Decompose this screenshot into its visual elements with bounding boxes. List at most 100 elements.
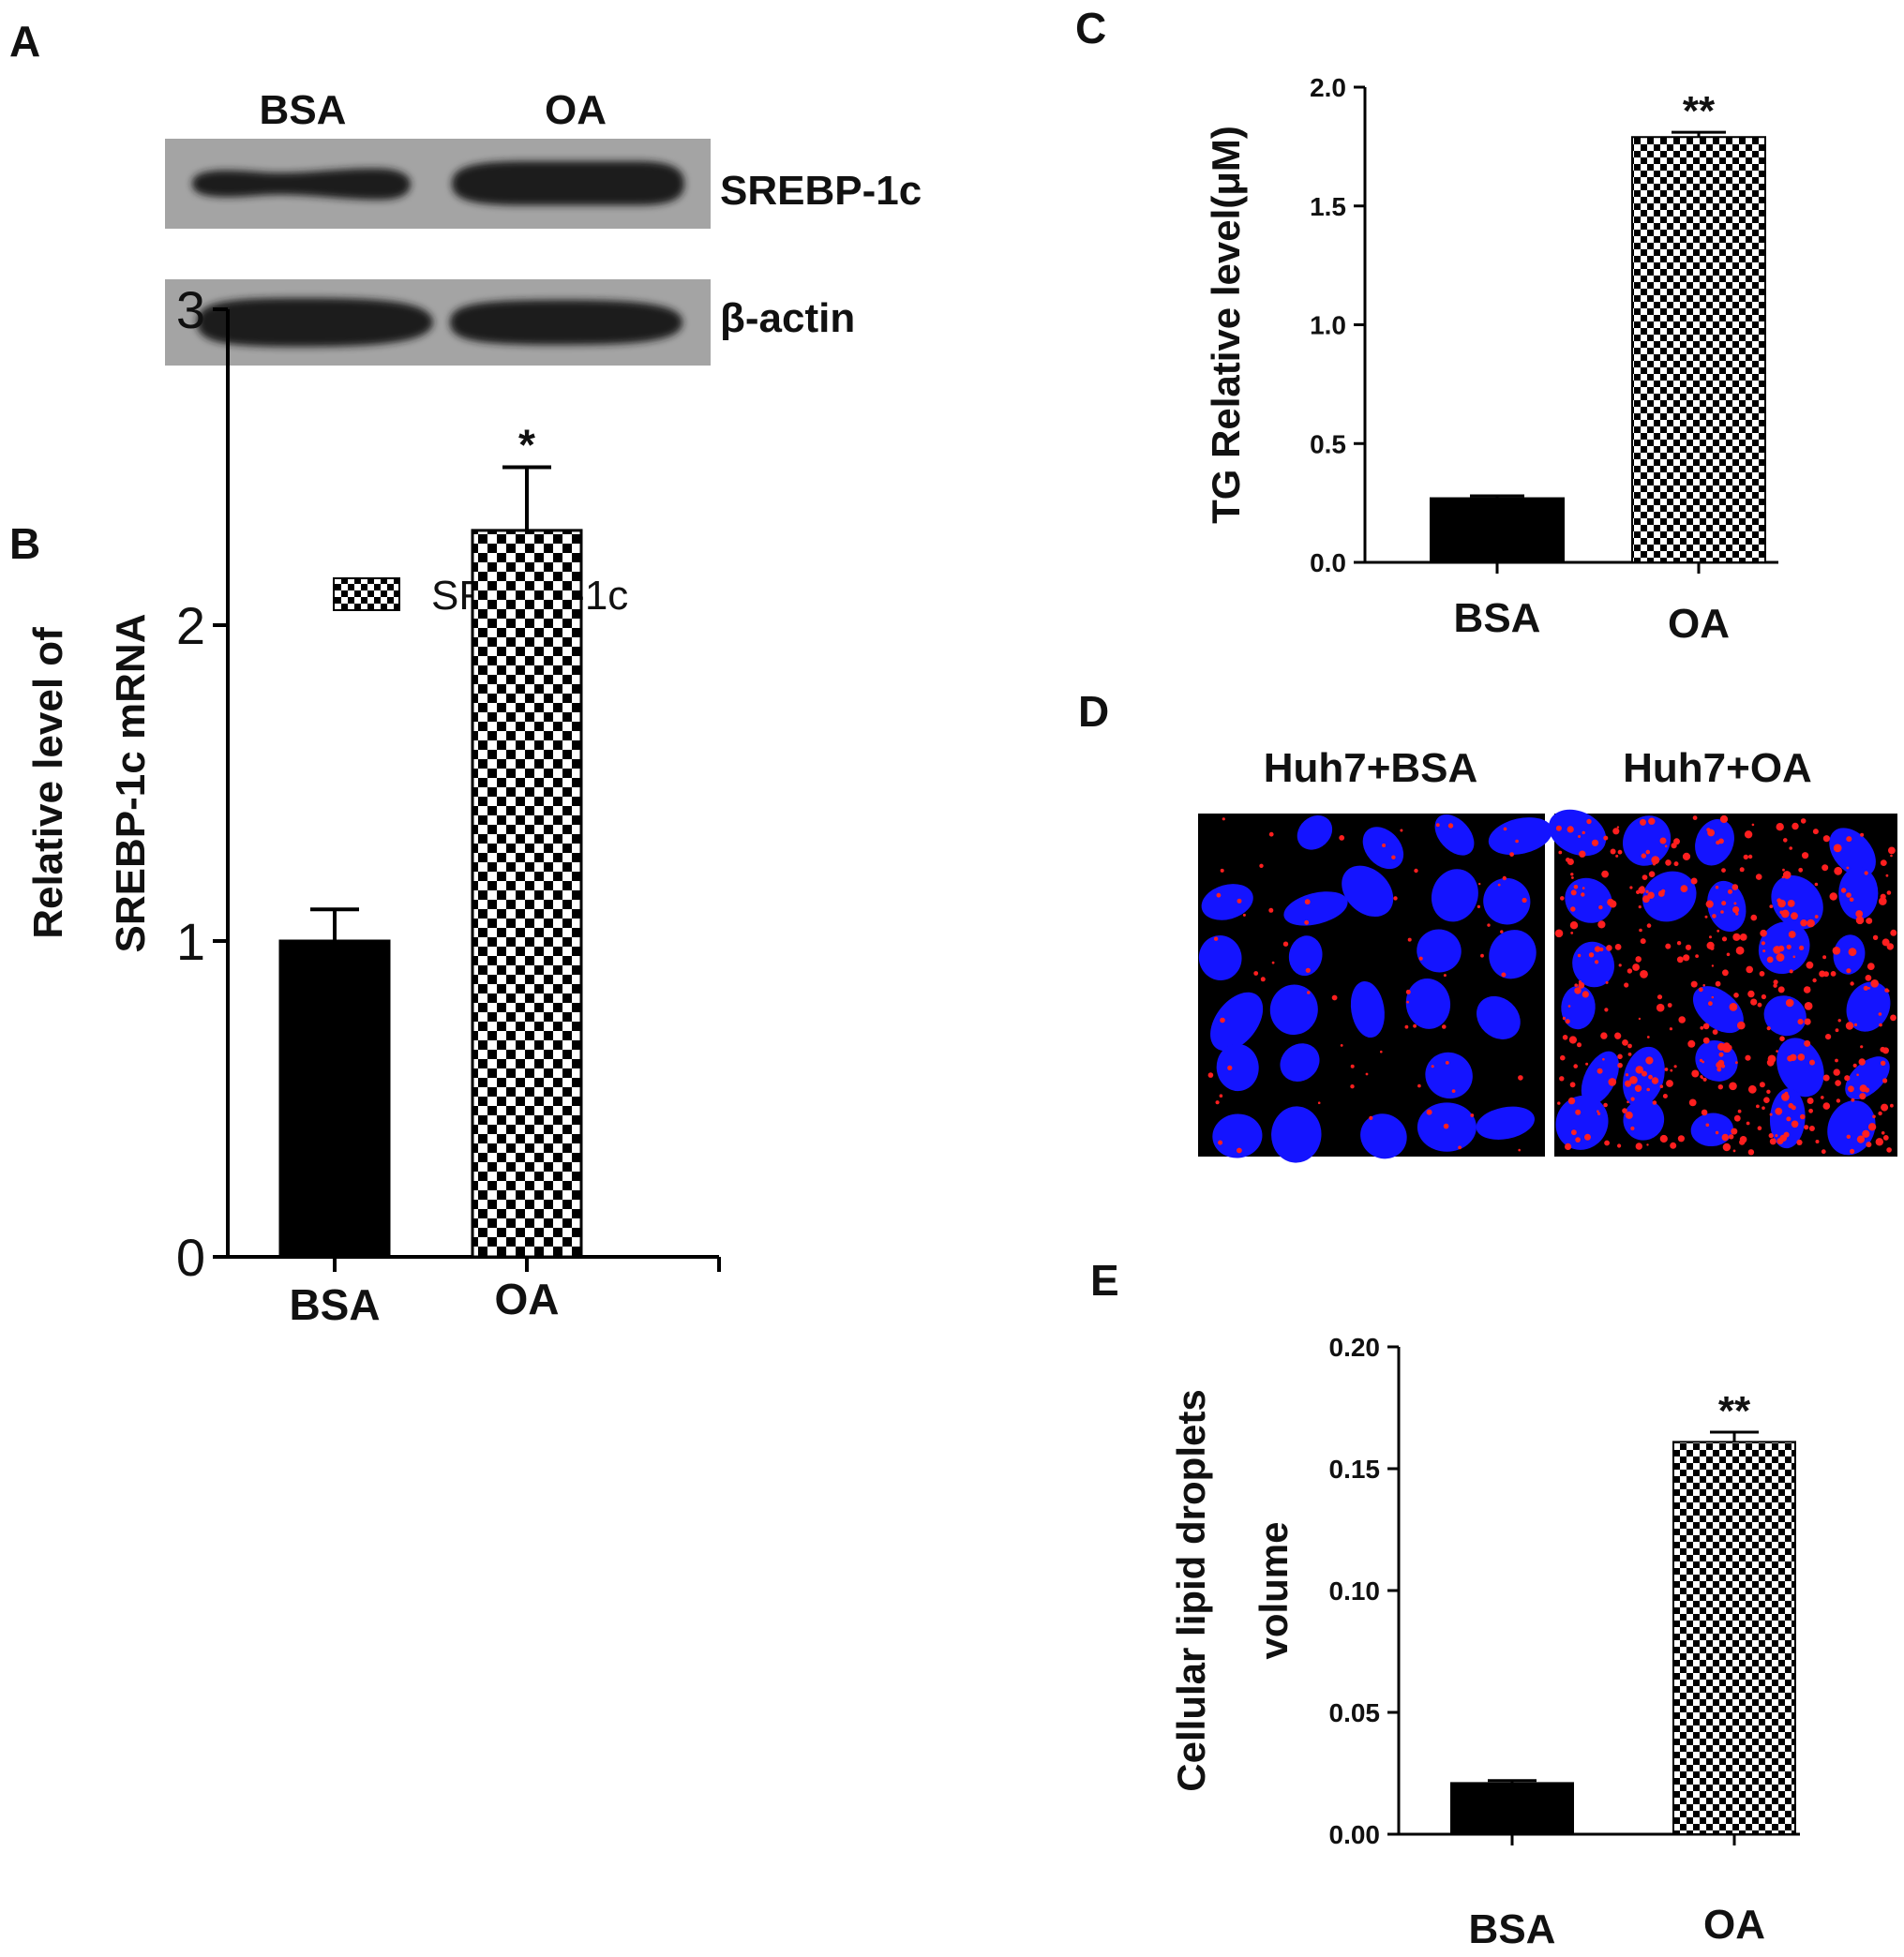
nucleus bbox=[1488, 817, 1552, 856]
chart-c-bar-oa bbox=[1631, 136, 1766, 564]
lipid-droplet bbox=[1846, 892, 1852, 898]
lipid-droplet bbox=[1773, 983, 1777, 988]
nucleus bbox=[1833, 934, 1866, 975]
lipid-droplet bbox=[1761, 993, 1766, 1000]
lipid-droplet bbox=[1746, 965, 1753, 974]
chart-e-y-axis-label: volume bbox=[1252, 1521, 1296, 1659]
lipid-droplet bbox=[1426, 1109, 1432, 1115]
lipid-droplet bbox=[1807, 919, 1815, 928]
lipid-droplet bbox=[1690, 980, 1698, 988]
micrograph-bsa bbox=[1198, 814, 1552, 1163]
lipid-droplet bbox=[1413, 1023, 1417, 1028]
lipid-droplet bbox=[1570, 932, 1574, 934]
lipid-droplet bbox=[1711, 964, 1715, 967]
lipid-droplet bbox=[1733, 902, 1737, 905]
lipid-droplet bbox=[1645, 889, 1649, 893]
lipid-droplet bbox=[1822, 1074, 1830, 1082]
chart-e: 0.00 0.05 0.10 0.15 0.20 BSA OA ** Cellular lipi… bbox=[1169, 1333, 1800, 1952]
lipid-droplet bbox=[1636, 889, 1641, 895]
lipid-droplet bbox=[1722, 969, 1729, 977]
nucleus bbox=[1434, 814, 1475, 856]
lipid-droplet bbox=[1651, 1077, 1659, 1084]
lipid-droplet bbox=[1405, 989, 1411, 994]
lipid-droplet bbox=[1307, 991, 1311, 994]
lipid-droplet bbox=[1509, 852, 1514, 857]
lipid-droplet bbox=[1830, 971, 1837, 977]
lipid-droplet bbox=[1782, 868, 1785, 872]
chart-e-y-tick-label: 0.00 bbox=[1329, 1820, 1381, 1849]
lipid-droplet bbox=[1766, 1026, 1771, 1031]
lipid-droplet bbox=[1812, 829, 1819, 835]
lipid-droplet bbox=[1739, 867, 1745, 873]
lipid-droplet bbox=[1757, 1002, 1762, 1008]
lipid-droplet bbox=[1835, 1058, 1838, 1063]
lipid-droplet bbox=[1614, 944, 1622, 950]
lipid-droplet bbox=[1702, 1037, 1710, 1044]
lipid-droplet bbox=[1840, 888, 1847, 893]
lipid-droplet bbox=[1890, 1103, 1894, 1108]
chart-b-y-tick-label: 3 bbox=[176, 280, 205, 339]
lipid-droplet bbox=[1690, 877, 1698, 885]
chart-c-y-tick-label: 1.5 bbox=[1310, 192, 1346, 221]
lipid-droplet bbox=[1645, 1056, 1654, 1065]
lipid-droplet bbox=[1622, 1108, 1627, 1113]
lipid-droplet bbox=[1635, 1066, 1643, 1074]
lipid-droplet bbox=[1638, 887, 1645, 894]
lipid-droplet bbox=[1852, 1063, 1857, 1068]
chart-b-legend-swatch bbox=[333, 577, 400, 611]
lipid-droplet bbox=[1788, 1102, 1794, 1109]
lipid-droplet bbox=[1768, 1133, 1774, 1139]
nucleus bbox=[1642, 871, 1697, 922]
chart-e-bar-oa bbox=[1672, 1441, 1796, 1836]
lipid-droplet bbox=[1685, 944, 1692, 950]
lipid-droplet bbox=[1222, 817, 1225, 821]
lipid-droplet bbox=[1640, 818, 1646, 826]
lipid-droplet bbox=[1717, 1067, 1722, 1072]
lipid-droplet bbox=[1237, 898, 1242, 904]
nucleus bbox=[1425, 1052, 1473, 1099]
lipid-droplet bbox=[1786, 944, 1792, 949]
lipid-droplet bbox=[1470, 1113, 1475, 1117]
lipid-droplet bbox=[1848, 1085, 1854, 1093]
lipid-droplet bbox=[1391, 855, 1396, 859]
lipid-droplet bbox=[1836, 1098, 1841, 1103]
lipid-droplet bbox=[1213, 936, 1219, 941]
lipid-droplet bbox=[1602, 1057, 1605, 1061]
panel-c: C 0.0 0.5 1.0 1.5 2.0 BSA OA ** TG Relative leve… bbox=[1075, 4, 1778, 647]
lipid-droplet bbox=[1715, 1130, 1719, 1135]
lipid-droplet bbox=[1864, 1087, 1870, 1093]
lipid-droplet bbox=[1796, 1139, 1803, 1145]
lipid-droplet bbox=[1567, 826, 1574, 833]
lipid-droplet bbox=[1699, 1058, 1703, 1062]
chart-c-bar-bsa bbox=[1430, 497, 1565, 563]
lipid-droplet bbox=[1825, 1034, 1832, 1040]
lipid-droplet bbox=[1762, 949, 1766, 953]
lipid-droplet bbox=[1220, 868, 1224, 873]
lipid-droplet bbox=[1646, 1143, 1649, 1146]
lipid-droplet bbox=[1833, 1068, 1840, 1076]
lipid-droplet bbox=[1735, 1061, 1738, 1065]
lipid-droplet bbox=[1821, 1096, 1824, 1099]
lipid-droplet bbox=[1866, 918, 1872, 924]
lipid-droplet bbox=[1812, 978, 1817, 983]
chart-b-y-tick-label: 0 bbox=[176, 1228, 205, 1287]
lipid-droplet bbox=[1729, 1134, 1734, 1140]
chart-e-y-tick-label: 0.05 bbox=[1329, 1698, 1381, 1727]
lipid-droplet bbox=[1747, 1149, 1755, 1156]
lipid-droplet bbox=[1776, 1050, 1778, 1053]
lipid-droplet bbox=[1845, 1022, 1854, 1030]
lipid-droplet bbox=[1608, 1078, 1617, 1086]
lipid-droplet bbox=[1638, 905, 1642, 909]
lipid-droplet bbox=[1819, 970, 1826, 978]
lipid-droplet bbox=[1747, 1084, 1757, 1094]
lipid-droplet bbox=[1867, 1123, 1877, 1131]
lipid-droplet bbox=[1571, 1129, 1577, 1136]
nucleus bbox=[1431, 869, 1478, 922]
nucleus bbox=[1271, 1106, 1322, 1163]
panel-c-letter: C bbox=[1075, 4, 1106, 52]
lipid-droplet bbox=[1665, 943, 1672, 949]
chart-e-bar-bsa bbox=[1450, 1782, 1574, 1836]
lipid-droplet bbox=[1665, 859, 1672, 866]
blot-band-actin-bsa bbox=[197, 298, 433, 347]
lipid-droplet bbox=[1458, 1145, 1462, 1150]
